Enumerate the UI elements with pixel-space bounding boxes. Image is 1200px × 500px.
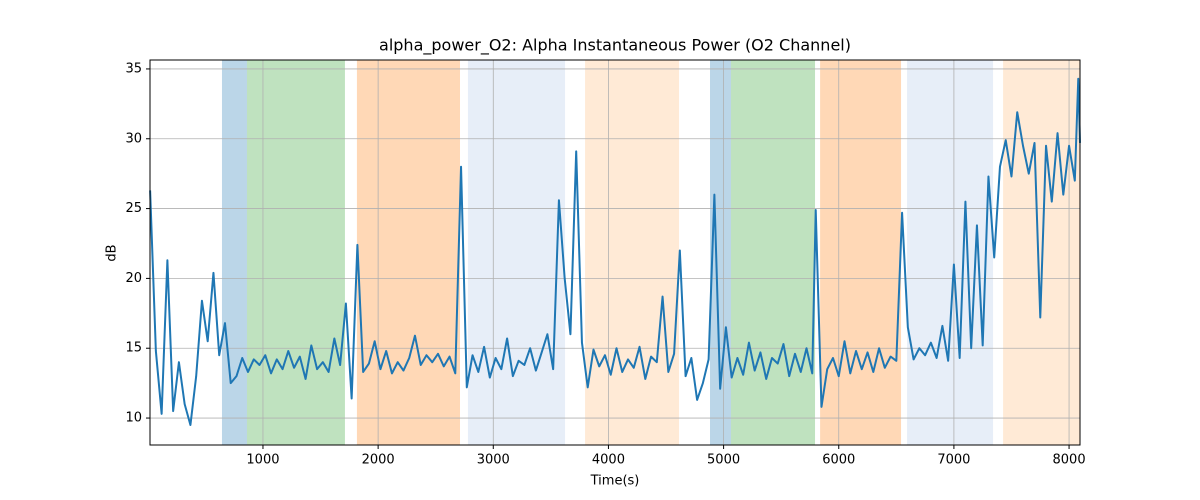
y-tick-label: 20	[125, 271, 142, 286]
span	[221, 60, 247, 445]
x-tick-label: 5000	[707, 453, 740, 468]
span	[820, 60, 902, 445]
span	[585, 60, 680, 445]
x-tick-label: 8000	[1053, 453, 1086, 468]
chart-title: alpha_power_O2: Alpha Instantaneous Powe…	[379, 36, 851, 56]
span	[907, 60, 994, 445]
span	[710, 60, 731, 445]
span	[246, 60, 345, 445]
y-tick-label: 25	[125, 201, 142, 216]
y-tick-label: 30	[125, 131, 142, 146]
x-tick-label: 4000	[592, 453, 625, 468]
span	[467, 60, 566, 445]
y-tick-label: 15	[125, 341, 142, 356]
span	[730, 60, 816, 445]
x-tick-label: 3000	[477, 453, 510, 468]
x-tick-label: 2000	[362, 453, 395, 468]
y-tick-label: 35	[125, 61, 142, 76]
span	[356, 60, 460, 445]
x-tick-label: 1000	[246, 453, 279, 468]
x-axis-label: Time(s)	[590, 474, 640, 489]
y-axis-label: dB	[105, 244, 120, 261]
line	[149, 77, 1081, 427]
x-tick-label: 6000	[822, 453, 855, 468]
plot-frame	[149, 59, 1081, 446]
x-tick-label: 7000	[937, 453, 970, 468]
y-tick-label: 10	[125, 411, 142, 426]
